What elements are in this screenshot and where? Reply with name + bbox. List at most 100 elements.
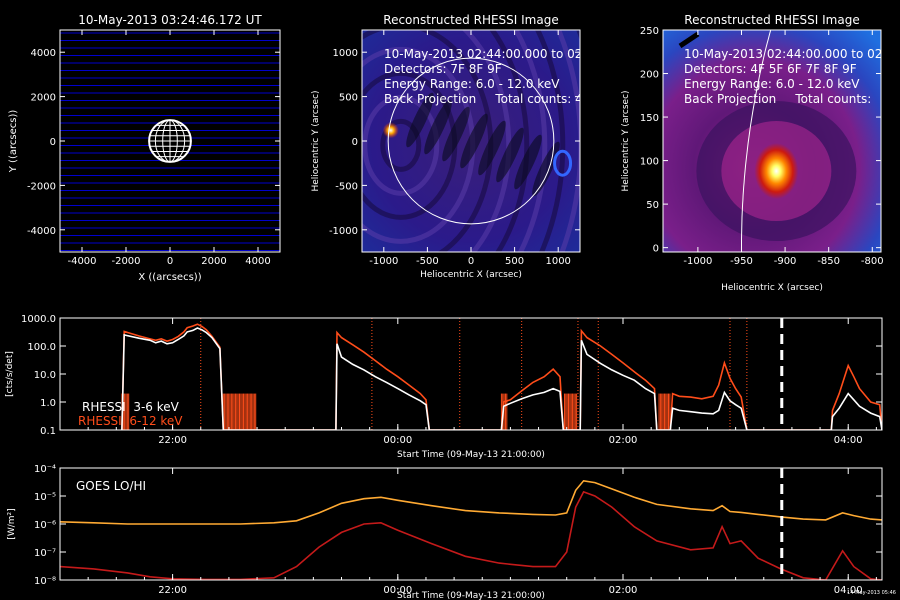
panel5-ylabel: [W/m²] bbox=[7, 508, 17, 539]
panel4-xlabel: Start Time (09-May-13 21:00:00) bbox=[397, 450, 545, 460]
series-rhessi-6-12kev bbox=[121, 323, 882, 430]
panel4-ylabel: [cts/s/det] bbox=[5, 351, 15, 397]
fringe-dark-band bbox=[460, 113, 488, 169]
panel1-ytick-label: -2000 bbox=[27, 181, 56, 192]
panel1-ytick-label: -4000 bbox=[27, 226, 56, 237]
panel2-ytick-label: -500 bbox=[335, 181, 358, 192]
panel3-xtick-label: -900 bbox=[774, 256, 797, 267]
panel4-background bbox=[60, 318, 882, 430]
panel4-ytick-label: 10.0 bbox=[34, 370, 56, 381]
panel1-ytick-label: 2000 bbox=[31, 93, 56, 104]
panel-rhessi-image-wide: Reconstructed RHESSI Image -1000 -500 0 500… bbox=[311, 13, 627, 280]
panel3-xtick-label: -1000 bbox=[683, 256, 712, 267]
panel3-annotation-4: Back Projection Total counts: bbox=[684, 92, 871, 106]
panel2-xtick-label: -500 bbox=[416, 256, 439, 267]
panel1-xtick-label: -2000 bbox=[111, 256, 140, 267]
backprojection-fringe bbox=[512, 30, 548, 252]
panel5-xtick-label: 00:00 bbox=[383, 585, 412, 596]
panel4-ytick-label: 1000.0 bbox=[21, 314, 56, 325]
fringe-dark-band bbox=[442, 106, 470, 162]
fringe-dark-band bbox=[478, 120, 506, 176]
series-goes-hi bbox=[60, 490, 882, 580]
fringe-dark-band bbox=[406, 92, 434, 148]
footer-timestamp: 14-May-2013 05:46 bbox=[847, 590, 896, 596]
panel3-ytick-label: 100 bbox=[640, 157, 659, 168]
panel3-xtick-label: -850 bbox=[817, 256, 840, 267]
panel3-xlabel: Heliocentric X (arcsec) bbox=[721, 283, 823, 293]
panel2-ytick-label: -1000 bbox=[329, 226, 358, 237]
panel2-xtick-label: -1000 bbox=[369, 256, 398, 267]
panel2-ytick-label: 0 bbox=[352, 137, 358, 148]
panel1-xtick-label: 0 bbox=[167, 256, 173, 267]
panel2-ylabel: Heliocentric Y (arcsec) bbox=[311, 90, 321, 191]
panel1-title: 10-May-2013 03:24:46.172 UT bbox=[78, 13, 262, 27]
panel1-xtick-label: 4000 bbox=[245, 256, 270, 267]
panel3-annotation-3: Energy Range: 6.0 - 12.0 keV bbox=[684, 77, 860, 91]
panel2-annotation-3: Energy Range: 6.0 - 12.0 keV bbox=[384, 77, 560, 91]
panel4-legend-6-12: RHESSI 6-12 keV bbox=[78, 414, 183, 428]
panel2-annotation-2: Detectors: 7F 8F 9F bbox=[384, 62, 502, 76]
panel5-ytick-label: 10⁻⁵ bbox=[34, 492, 56, 503]
panel2-ytick-label: 500 bbox=[339, 93, 358, 104]
panel4-ytick-label: 0.1 bbox=[40, 426, 56, 437]
panel4-xtick-label: 00:00 bbox=[383, 435, 412, 446]
panel3-ytick-label: 0 bbox=[653, 244, 659, 255]
panel3-ytick-label: 50 bbox=[646, 200, 659, 211]
fringe-dark-band bbox=[424, 99, 452, 155]
panel5-ytick-label: 10⁻⁷ bbox=[34, 548, 56, 559]
panel3-ytick-label: 200 bbox=[640, 70, 659, 81]
panel1-xtick-label: -4000 bbox=[67, 256, 96, 267]
panel2-annotation-4: Back Projection Total counts: 4.58E+0 bbox=[384, 92, 627, 106]
panel-rhessi-lightcurve: 22:00 00:00 02:00 04:00 0.1 1.0 10.0 100.0 1000.… bbox=[5, 314, 883, 460]
panel2-xtick-label: 1000 bbox=[545, 256, 570, 267]
panel5-ytick-label: 10⁻⁴ bbox=[34, 464, 56, 475]
secondary-blob bbox=[553, 149, 573, 177]
panel3-ytick-label: 250 bbox=[640, 26, 659, 37]
panel5-xtick-label: 04:00 bbox=[834, 585, 863, 596]
panel2-xtick-label: 500 bbox=[505, 256, 524, 267]
panel5-xtick-label: 22:00 bbox=[158, 585, 187, 596]
backprojection-fringe bbox=[380, 118, 422, 172]
panel5-xlabel: Start Time (09-May-13 21:00:00) bbox=[397, 591, 545, 600]
panel1-ytick-label: 0 bbox=[50, 137, 56, 148]
flare-source bbox=[382, 122, 399, 139]
panel-goes-lightcurve: 22:00 00:00 02:00 04:00 10⁻⁸ 10⁻⁷ 10⁻⁶ 10⁻⁵ 10⁻⁴… bbox=[7, 464, 896, 600]
panel4-ytick-label: 100.0 bbox=[27, 342, 56, 353]
panel3-frame bbox=[662, 29, 882, 253]
solar-limb bbox=[387, 57, 555, 225]
panel5-ytick-label: 10⁻⁸ bbox=[34, 576, 56, 587]
fringe-dark-band bbox=[496, 127, 524, 183]
corner-mark bbox=[678, 31, 700, 49]
backprojection-fringe bbox=[534, 30, 566, 252]
fringe-dark-band bbox=[514, 134, 542, 190]
panel1-xtick-label: 2000 bbox=[201, 256, 226, 267]
panel3-ytick-label: 150 bbox=[640, 113, 659, 124]
panel5-ytick-label: 10⁻⁶ bbox=[34, 520, 56, 531]
panel2-title: Reconstructed RHESSI Image bbox=[383, 13, 558, 27]
solar-limb bbox=[741, 30, 772, 252]
panel4-ytick-label: 1.0 bbox=[40, 398, 56, 409]
panel3-annotation-2: Detectors: 4F 5F 6F 7F 8F 9F bbox=[684, 62, 857, 76]
panel4-legend-3-6: RHESSI 3-6 keV bbox=[82, 400, 180, 414]
panel2-xtick-label: 0 bbox=[468, 256, 474, 267]
panel4-xtick-label: 22:00 bbox=[158, 435, 187, 446]
panel1-xlabel: X ((arcsecs)) bbox=[138, 272, 201, 283]
panel4-xtick-label: 02:00 bbox=[609, 435, 638, 446]
panel-context-map: 10-May-2013 03:24:46.172 UT -4000 -2000 0 2… bbox=[8, 13, 281, 283]
series-rhessi-3-6kev bbox=[121, 327, 882, 430]
panel1-ylabel: Y ((arcsecs)) bbox=[8, 110, 19, 174]
panel3-xtick-label: -950 bbox=[730, 256, 753, 267]
flare-source bbox=[754, 143, 799, 200]
panel3-xtick-label: -800 bbox=[861, 256, 884, 267]
panel2-xlabel: Heliocentric X (arcsec) bbox=[420, 270, 522, 280]
panel3-title: Reconstructed RHESSI Image bbox=[684, 13, 859, 27]
panel1-ytick-label: 4000 bbox=[31, 48, 56, 59]
panel-rhessi-image-zoom: Reconstructed RHESSI Image -1000 -950 -900… bbox=[621, 13, 884, 293]
panel2-ytick-label: 1000 bbox=[333, 48, 358, 59]
panel3-ylabel: Heliocentric Y (arcsec) bbox=[621, 90, 631, 191]
panel2-annotation-1: 10-May-2013 02:44:00.000 to 02:45:00 bbox=[384, 47, 621, 61]
panel5-legend: GOES LO/HI bbox=[76, 479, 146, 493]
series-goes-lo bbox=[60, 479, 882, 525]
backprojection-fringe bbox=[489, 30, 530, 252]
